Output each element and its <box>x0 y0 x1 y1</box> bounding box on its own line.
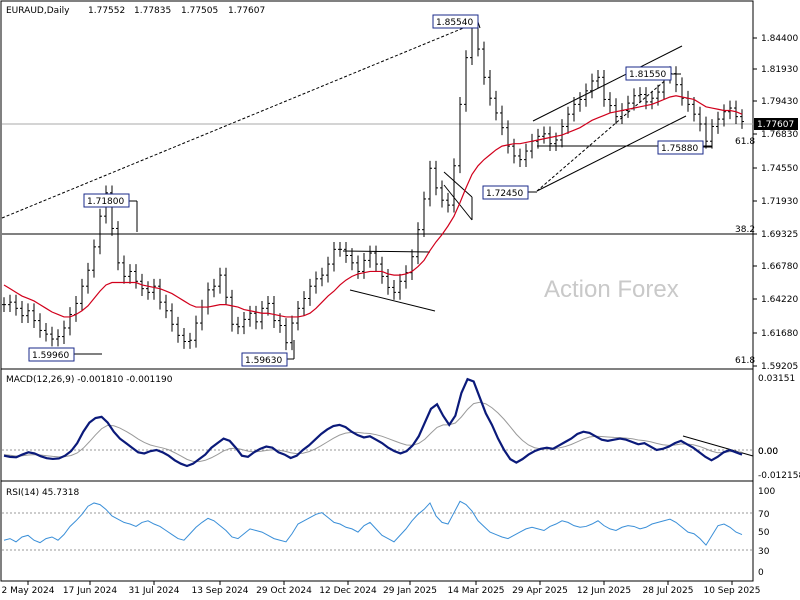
time-tick-label: 28 Jul 2025 <box>643 586 694 596</box>
price-panel-frame <box>0 0 754 370</box>
price-tick-label: 1.74550 <box>761 164 798 174</box>
annotation-high-2: 1.81550 <box>625 66 681 81</box>
svg-text:1.77607: 1.77607 <box>757 120 794 130</box>
rsi-tick-100: 100 <box>758 487 775 497</box>
time-tick-label: 12 Jun 2025 <box>577 586 631 596</box>
time-tick-label: 29 Oct 2024 <box>256 586 312 596</box>
flag-upper-line <box>342 250 431 253</box>
ohlc-high: 1.77835 <box>134 6 171 16</box>
channel-dotted-line <box>536 77 669 192</box>
macd-panel-frame <box>0 368 754 482</box>
macd-tick-bottom: -0.012158 <box>758 471 800 481</box>
time-tick-label: 10 Sep 2025 <box>703 586 760 596</box>
macd-tick-top: 0.03151 <box>758 374 795 384</box>
channel-lower-line <box>536 115 687 192</box>
rsi-tick-30: 30 <box>758 547 770 557</box>
macd-line-series <box>3 377 743 468</box>
ohlc-open: 1.77552 <box>88 6 125 16</box>
moving-average-series <box>3 95 743 318</box>
fib-618-lower-label: 61.8 <box>735 356 755 366</box>
svg-text:1.71800: 1.71800 <box>87 197 124 207</box>
channel-upper-line <box>532 45 683 122</box>
fib-382-label: 38.2 <box>735 225 755 235</box>
annotation-high-1: 1.85540 <box>432 14 481 29</box>
price-tick-label: 1.66780 <box>761 262 798 272</box>
macd-zero-label: 0.00 <box>758 447 778 457</box>
time-tick-label: 31 Jul 2024 <box>129 586 180 596</box>
svg-text:1.72450: 1.72450 <box>486 189 523 199</box>
time-tick-label: 14 Mar 2025 <box>447 586 504 596</box>
svg-text:1.81550: 1.81550 <box>629 70 666 80</box>
symbol-label: EURAUD,Daily <box>6 6 70 16</box>
rsi-panel-frame <box>0 480 754 582</box>
flag-lower-line <box>349 289 436 312</box>
price-tick-label: 1.81930 <box>761 65 798 75</box>
macd-title: MACD(12,26,9) -0.001810 -0.001190 <box>6 375 173 385</box>
price-tick-label: 1.71930 <box>761 197 798 207</box>
fib-618-upper-label: 61.8 <box>735 137 755 147</box>
price-tick-label: 1.76830 <box>761 130 798 140</box>
annotation-low-1: 1.72450 <box>482 185 537 200</box>
svg-text:1.85540: 1.85540 <box>436 18 473 28</box>
time-tick-label: 17 Jun 2024 <box>63 586 117 596</box>
price-tick-label: 1.69325 <box>761 230 798 240</box>
annotation-high-3: 1.71800 <box>83 193 138 232</box>
rsi-tick-50: 50 <box>758 528 770 538</box>
time-tick-label: 29 Jan 2025 <box>383 586 437 596</box>
time-tick-label: 13 Sep 2024 <box>191 586 248 596</box>
time-axis: 2 May 2024 17 Jun 2024 31 Jul 2024 13 Sep 2… <box>2 581 761 596</box>
pennant-lower-line <box>443 184 473 221</box>
rsi-tick-70: 70 <box>758 510 770 520</box>
macd-line <box>3 377 743 468</box>
price-tick-label: 1.64220 <box>761 295 798 305</box>
rsi-line <box>3 500 743 546</box>
price-tick-label: 1.61680 <box>761 329 798 339</box>
macd-tick-zero: 0.00 <box>758 447 778 457</box>
projection-dotted-line <box>1 21 479 219</box>
svg-text:1.59960: 1.59960 <box>32 351 69 361</box>
annotation-low-4: 1.59630 <box>241 340 295 367</box>
macd-signal-series <box>3 401 743 463</box>
current-price-tag: 1.77607 <box>754 118 798 130</box>
macd-signal-line <box>3 401 743 463</box>
watermark-text: Action Forex <box>544 276 679 303</box>
ohlc-low: 1.77505 <box>181 6 218 16</box>
rsi-title: RSI(14) 45.7318 <box>6 488 79 498</box>
price-tick-label: 1.84400 <box>761 34 798 44</box>
time-tick-label: 29 Apr 2025 <box>512 586 568 596</box>
ohlc-close: 1.77607 <box>228 6 265 16</box>
price-series <box>2 17 744 351</box>
svg-text:1.59630: 1.59630 <box>245 356 282 366</box>
time-tick-label: 12 Dec 2024 <box>319 586 377 596</box>
rsi-tick-0: 0 <box>758 568 764 578</box>
ma-line <box>3 95 743 318</box>
pennant-upper-line <box>443 171 473 198</box>
price-tick-label: 1.59205 <box>761 362 798 372</box>
svg-text:1.75880: 1.75880 <box>661 144 698 154</box>
price-tick-label: 1.79430 <box>761 97 798 107</box>
rsi-series <box>3 500 743 546</box>
annotation-low-3: 1.59960 <box>28 347 102 362</box>
price-axis: 1.84400 1.81930 1.79430 1.76830 1.74550 1.719… <box>753 34 798 372</box>
annotation-low-2: 1.75880 <box>657 140 712 155</box>
time-tick-label: 2 May 2024 <box>2 586 55 596</box>
